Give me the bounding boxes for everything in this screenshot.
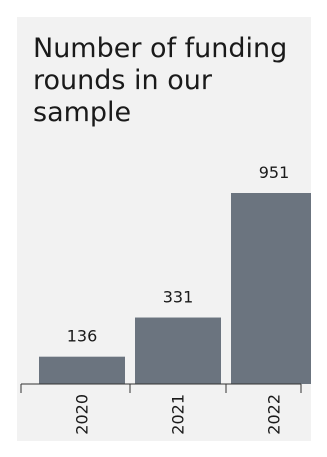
x-tick-label-2020: 2020 [73,394,92,435]
data-label-2021: 331 [163,288,194,307]
data-label-2022: 951 [259,163,290,182]
x-tick-label-2021: 2021 [169,394,188,435]
data-label-2020: 136 [67,327,98,346]
x-tick-label-2022: 2022 [265,394,284,435]
bar-2020 [39,356,125,384]
chart-card: Number of funding rounds in our sample 1… [17,17,311,441]
bar-2021 [135,317,221,384]
bar-chart: 136 2020 331 2021 951 2022 [20,163,311,435]
bar-2022 [231,193,311,384]
chart-title: Number of funding rounds in our sample [33,33,288,128]
